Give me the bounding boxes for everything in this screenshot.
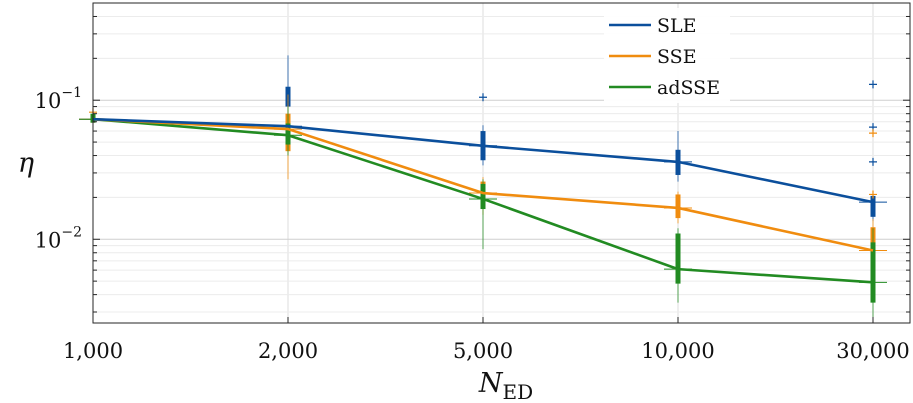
series-layer (79, 55, 887, 323)
x-tick-label: 10,000 (641, 339, 714, 363)
y-tick-exponent: −1 (61, 85, 82, 101)
y-tick-label: 10−2 (35, 224, 82, 252)
plot-background (93, 3, 910, 323)
series-line-adsse (92, 117, 874, 284)
x-tick-label: 1,000 (63, 339, 123, 363)
legend: SLE SSE adSSE (604, 8, 730, 103)
outlier-marker (479, 93, 487, 102)
plot-frame (92, 2, 911, 324)
legend-label: adSSE (657, 77, 720, 99)
legend-label: SLE (657, 15, 697, 37)
x-axis-label: NED (478, 368, 533, 403)
y-tick-label: 10−1 (35, 85, 82, 113)
outlier-marker (869, 157, 877, 166)
x-tick-label: 2,000 (258, 339, 318, 363)
y-tick-exponent: −2 (61, 224, 82, 240)
x-axis-label-main: N (478, 368, 504, 399)
x-tick-label: 5,000 (453, 339, 513, 363)
y-tick-base: 10 (35, 228, 62, 252)
x-axis-label-sub: ED (502, 380, 533, 403)
outlier-marker (869, 190, 877, 199)
grid (93, 3, 910, 323)
series-line-sse (92, 117, 874, 252)
x-tick-label: 30,000 (836, 339, 909, 363)
legend-label: SSE (657, 46, 697, 68)
outlier-marker (869, 80, 877, 89)
y-axis-label: η (18, 148, 34, 179)
y-tick-base: 10 (35, 89, 62, 113)
outlier-marker (869, 129, 877, 138)
series-line-sle (92, 117, 874, 204)
